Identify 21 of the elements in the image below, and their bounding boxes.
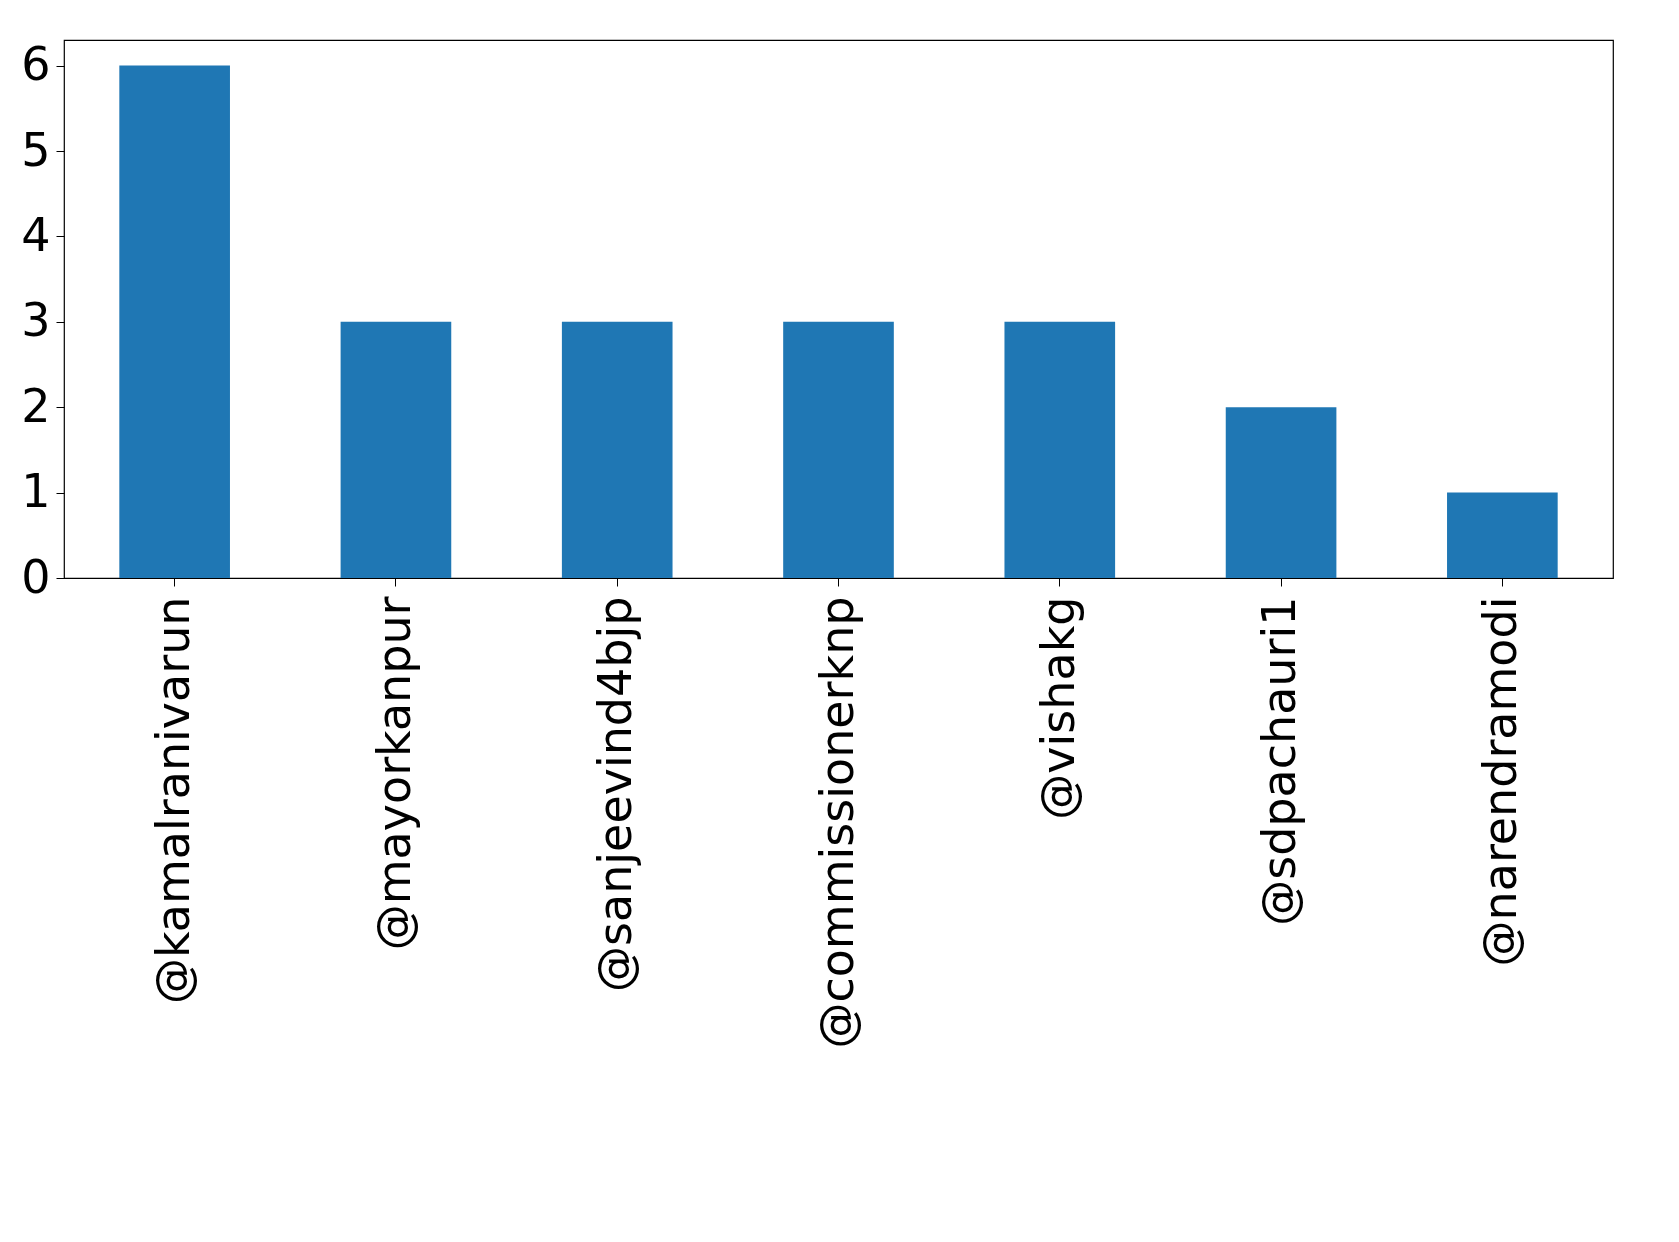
y-tick-label: 1 [21, 464, 51, 519]
x-tick-label: @vishakg [1030, 596, 1085, 820]
x-tick-label: @kamalranivarun [145, 596, 200, 1004]
y-tick-label: 4 [21, 207, 51, 262]
y-tick-label: 6 [21, 37, 51, 92]
bar [1004, 321, 1116, 578]
x-tick-label: @sdpachauri1 [1252, 596, 1307, 926]
x-tick-label: @mayorkanpur [366, 596, 421, 951]
bar [561, 321, 673, 578]
y-tick-label: 5 [21, 122, 51, 177]
bar [119, 65, 230, 578]
bar [1447, 492, 1558, 578]
x-tick-label: @narendramodi [1473, 596, 1528, 967]
x-tick-label: @sanjeevind4bjp [588, 596, 643, 992]
bar [783, 321, 894, 578]
y-tick-label: 2 [21, 378, 51, 433]
y-tick-label: 3 [21, 293, 51, 348]
y-tick-label: 0 [21, 549, 51, 604]
bar [340, 321, 452, 578]
x-tick-label: @commissionerknp [809, 596, 864, 1049]
bar [1225, 407, 1337, 578]
